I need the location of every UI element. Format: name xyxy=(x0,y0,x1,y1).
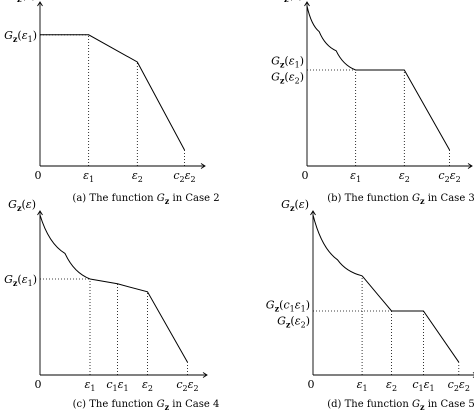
series-line-d-1 xyxy=(361,275,460,363)
series-line-d-0 xyxy=(312,214,363,277)
x-tick-label-a-0: ε1 xyxy=(83,169,94,184)
y-axis-label-a: Gz(ε) xyxy=(8,0,36,4)
y-axis-arrow-a xyxy=(37,1,43,7)
y-axis-label-b: Gz(ε) xyxy=(275,0,303,4)
y-tick-label-c-0: Gz(ε1) xyxy=(4,273,37,288)
series-line-c-1 xyxy=(89,278,188,363)
series-line-b-0 xyxy=(306,5,356,71)
caption-d: (d) The function Gz in Case 5 xyxy=(327,399,474,412)
series-line-c-0 xyxy=(39,214,91,280)
x-axis-arrow-c xyxy=(202,372,208,378)
y-tick-label-a-0: Gz(ε1) xyxy=(4,29,37,44)
x-tick-label-b-0: ε1 xyxy=(350,169,361,184)
x-tick-label-a-1: ε2 xyxy=(132,169,143,184)
y-tick-label-d-0: Gz(c1ε1) xyxy=(266,299,310,314)
chart-panel-a: Gz(ε) 0 ε1 ε2 c2ε2 Gz(ε1) (a) The function Gz … xyxy=(4,0,220,206)
y-axis-label-d: Gz(ε) xyxy=(281,198,309,213)
series-line-b-1 xyxy=(355,69,450,151)
x-tick-label-a-2: c2ε2 xyxy=(173,169,195,184)
x-tick-label-c-2: ε2 xyxy=(142,378,153,393)
origin-label-a: 0 xyxy=(35,169,42,182)
chart-panel-b: Gz(ε) 0 ε1 ε2 c2ε2 Gz(ε1)Gz(ε2) (b) The functi… xyxy=(271,0,474,206)
x-tick-label-d-3: c2ε2 xyxy=(448,378,470,393)
origin-label-d: 0 xyxy=(308,378,315,391)
x-tick-label-d-2: c1ε1 xyxy=(412,378,434,393)
y-tick-label-b-0: Gz(ε1) xyxy=(271,54,304,69)
x-tick-label-b-1: ε2 xyxy=(399,169,410,184)
x-axis-arrow-a xyxy=(200,163,206,169)
caption-b: (b) The function Gz in Case 3 xyxy=(327,193,474,206)
x-tick-label-c-3: c2ε2 xyxy=(176,378,198,393)
x-tick-label-b-2: c2ε2 xyxy=(438,169,460,184)
y-axis-arrow-d xyxy=(310,210,316,216)
y-axis-arrow-c xyxy=(37,210,43,216)
origin-label-c: 0 xyxy=(35,378,42,391)
y-tick-label-d-1: Gz(ε2) xyxy=(277,315,310,330)
x-axis-arrow-b xyxy=(467,163,473,169)
y-axis-label-c: Gz(ε) xyxy=(8,198,36,213)
x-tick-label-c-1: c1ε1 xyxy=(106,378,128,393)
x-tick-label-c-0: ε1 xyxy=(85,378,96,393)
x-tick-label-d-0: ε1 xyxy=(357,378,368,393)
caption-c: (c) The function Gz in Case 4 xyxy=(73,399,220,412)
y-axis-arrow-b xyxy=(304,1,310,7)
caption-a: (a) The function Gz in Case 2 xyxy=(72,193,219,206)
chart-panel-d: Gz(ε) 0 ε1 ε2 c1ε1 c2ε2 Gz(c1ε1)Gz(ε2) (d) The … xyxy=(266,198,474,412)
chart-panel-c: Gz(ε) 0 ε1 c1ε1 ε2 c2ε2 Gz(ε1) (c) The function… xyxy=(4,198,219,412)
x-tick-label-d-1: ε2 xyxy=(386,378,397,393)
series-line-a-0 xyxy=(40,34,185,151)
origin-label-b: 0 xyxy=(302,169,309,182)
y-tick-label-b-1: Gz(ε2) xyxy=(271,70,304,85)
